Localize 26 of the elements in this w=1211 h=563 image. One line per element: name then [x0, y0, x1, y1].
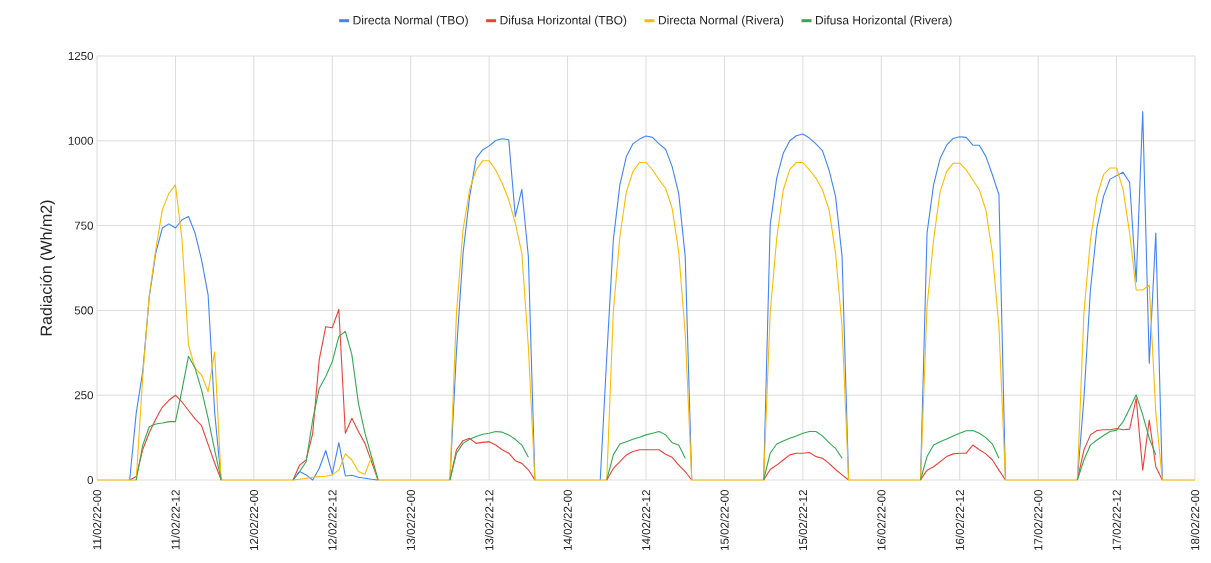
x-tick-label: 14/02/22-12	[641, 490, 651, 551]
x-tick-label: 13/02/22-00	[406, 489, 415, 551]
y-tick-label: 1000	[68, 136, 94, 145]
y-tick-label: 500	[74, 306, 94, 315]
x-tick-label: 16/02/22-12	[955, 490, 964, 551]
legend-label: Difusa Horizontal (Rivera)	[815, 15, 952, 27]
x-tick-label: 12/02/22-00	[249, 489, 259, 551]
x-tick-label: 16/02/22-00	[877, 489, 886, 551]
y-axis-title: Radiación (Wh/m2)	[39, 200, 56, 336]
x-tick-label: 17/02/22-12	[1112, 490, 1121, 551]
x-tick-label: 17/02/22-00	[1033, 489, 1043, 551]
y-tick-label: 1250	[68, 51, 94, 61]
y-tick-label: 250	[74, 391, 94, 400]
y-tick-label: 0	[87, 475, 94, 485]
x-tick-label: 12/02/22-12	[328, 490, 337, 551]
y-tick-label: 750	[74, 221, 94, 230]
x-tick-label: 11/02/22-00	[92, 489, 102, 550]
x-tick-label: 15/02/22-12	[798, 490, 808, 551]
x-tick-label: 11/02/22-12	[171, 490, 180, 550]
x-tick-label: 13/02/22-12	[484, 490, 494, 551]
x-tick-label: 18/02/22-00	[1190, 489, 1200, 551]
legend-label: Directa Normal (Rivera)	[658, 15, 784, 27]
legend-label: Difusa Horizontal (TBO)	[500, 15, 627, 27]
x-tick-label: 14/02/22-00	[563, 489, 572, 551]
x-tick-label: 15/02/22-00	[720, 489, 729, 551]
legend-label: Directa Normal (TBO)	[353, 15, 468, 27]
